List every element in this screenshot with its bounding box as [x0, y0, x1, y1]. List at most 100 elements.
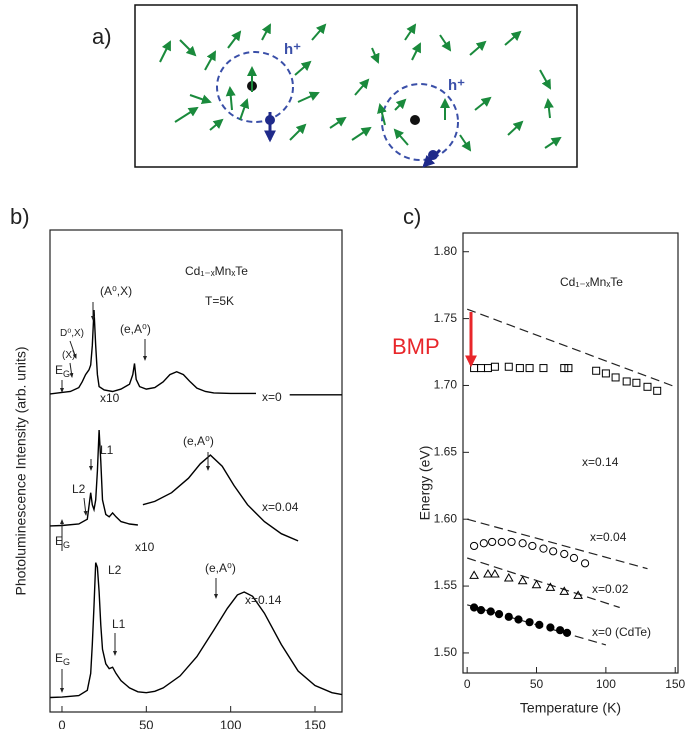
point — [525, 364, 534, 373]
x-tick-label: 0 — [464, 677, 471, 691]
point — [601, 369, 610, 378]
spin-arrow — [393, 128, 409, 146]
plot-frame — [49, 229, 343, 713]
spin-arrow — [544, 136, 562, 149]
hole-label: h⁺ — [448, 77, 465, 94]
ion — [410, 115, 420, 125]
annotation-arrow — [69, 340, 77, 359]
y-tick-label: 1.75 — [434, 311, 458, 325]
fit-line — [466, 308, 676, 388]
x-tick-label: 100 — [220, 717, 242, 729]
spin-arrow — [394, 98, 407, 111]
point — [573, 590, 583, 599]
spin-arrow — [179, 39, 197, 57]
spin-arrow — [354, 78, 370, 96]
panel-label: c) — [403, 204, 421, 229]
annotation-text: (e,A⁰) — [120, 322, 151, 336]
point — [486, 607, 495, 616]
spin-arrow — [351, 126, 372, 141]
point — [490, 569, 500, 578]
point — [469, 603, 479, 612]
panel-label: b) — [10, 204, 30, 229]
annotation: L2 — [72, 482, 86, 496]
annotation-text: E — [55, 534, 63, 548]
annotation-subscript: G — [63, 657, 70, 667]
spin-arrow — [209, 118, 224, 131]
point — [490, 362, 499, 371]
y-tick-label: 1.60 — [434, 511, 458, 525]
x-tick-label: 0 — [58, 717, 65, 729]
annotation-text: Cd₁₋ₓMnₓTe — [185, 264, 248, 278]
annotation: T=5K — [205, 294, 234, 308]
spin-arrow — [459, 134, 472, 152]
annotation: L2 — [108, 563, 122, 577]
y-axis-title: Energy (eV) — [417, 446, 433, 521]
annotation-text: L2 — [72, 482, 86, 496]
point — [592, 366, 601, 375]
spin-arrow — [469, 40, 487, 56]
point — [515, 364, 524, 373]
spin-arrow — [404, 23, 417, 41]
hole-label: h⁺ — [284, 41, 301, 58]
annotation: D⁰,X) — [60, 328, 84, 339]
point — [469, 541, 479, 551]
x-tick-label: 50 — [530, 677, 544, 691]
y-axis-title: Photoluminescence Intensity (arb. units) — [13, 346, 29, 595]
fit-line — [467, 557, 620, 609]
spin-arrow — [439, 34, 452, 52]
annotation-text: x10 — [100, 391, 120, 405]
point — [503, 573, 514, 582]
spin-arrow — [543, 98, 554, 119]
x-tick-label: 100 — [596, 677, 616, 691]
spin-arrow — [174, 106, 199, 123]
x-axis-title: Temperature (K) — [520, 700, 621, 716]
annotation-arrow — [69, 362, 74, 378]
series-label: x=0.02 — [592, 582, 629, 596]
polaron-cloud — [381, 83, 459, 161]
point — [546, 623, 555, 632]
spin-arrow — [159, 40, 171, 63]
annotation: x10 — [100, 391, 120, 405]
annotation: (e,A⁰) — [205, 561, 236, 575]
x-tick-label: 150 — [304, 717, 326, 729]
point — [479, 539, 488, 548]
point — [525, 618, 534, 627]
point — [569, 553, 579, 563]
spin-arrow — [507, 120, 524, 136]
annotation-text: T=5K — [205, 294, 234, 308]
spin-arrow — [370, 47, 380, 64]
spin-arrow — [474, 96, 492, 111]
annotation-text: (A⁰,X) — [100, 284, 132, 298]
hole-spin — [422, 148, 442, 168]
point — [518, 539, 527, 548]
point — [539, 364, 548, 373]
point — [535, 620, 544, 629]
point — [504, 612, 513, 621]
point — [497, 537, 506, 547]
point — [494, 610, 504, 619]
spin-arrow — [377, 103, 387, 126]
diagram-frame — [134, 4, 578, 168]
annotation-text: L1 — [112, 617, 126, 631]
point — [643, 382, 652, 391]
spin-arrow — [504, 30, 522, 46]
series-label: x=0.04 — [590, 530, 627, 544]
annotation-text: x10 — [135, 540, 155, 554]
spin-arrow — [539, 69, 551, 90]
spin-arrow — [294, 60, 312, 76]
annotation: BMP — [392, 334, 440, 359]
point — [531, 579, 542, 589]
diagram: h⁺ h⁺ — [159, 23, 562, 168]
point — [562, 628, 572, 637]
annotation-text: Cd₁₋ₓMnₓTe — [560, 275, 623, 289]
series-label: x=0.14 — [582, 455, 619, 469]
annotation-text: BMP — [392, 334, 440, 359]
annotation: L1 — [100, 443, 114, 457]
point — [504, 362, 513, 371]
annotation-text: E — [55, 363, 63, 377]
point — [470, 364, 479, 373]
spin-arrow — [411, 42, 421, 61]
spin-arrow — [227, 30, 242, 49]
spin-arrow — [225, 86, 236, 111]
point — [476, 606, 486, 615]
